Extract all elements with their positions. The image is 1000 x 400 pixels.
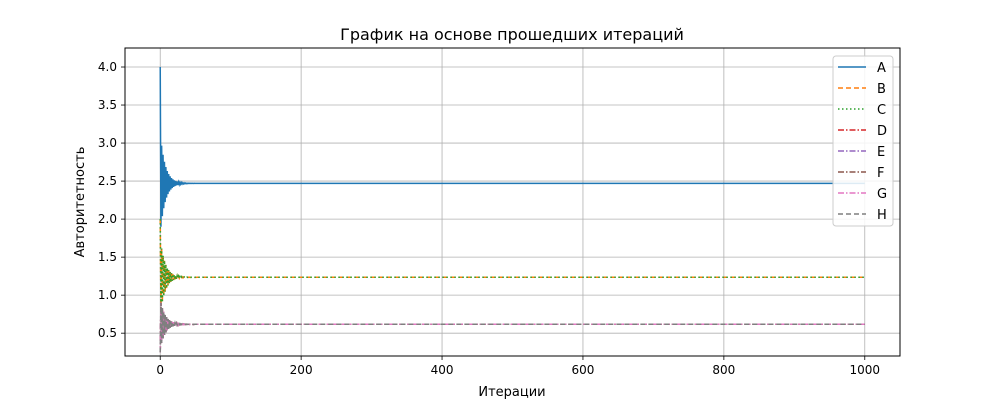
legend-label-h: H [877,208,887,223]
x-tick-label: 600 [572,363,595,377]
x-tick-label: 1000 [849,363,880,377]
series-line-h [159,302,865,353]
y-tick-label: 1.0 [98,288,117,302]
legend-label-d: D [877,124,887,139]
x-tick-label: 400 [431,363,454,377]
x-tick-label: 0 [156,363,164,377]
x-tick-label: 200 [290,363,313,377]
y-tick-label: 4.0 [98,60,117,74]
plot-area-frame [124,47,901,357]
series-line-c [159,219,865,311]
x-tick-label: 800 [712,363,735,377]
y-tick-label: 3.0 [98,136,117,150]
legend-label-b: B [877,82,886,97]
series-layer [159,67,865,353]
y-tick-label: 0.5 [98,326,117,340]
series-line-a [159,67,865,227]
legend-label-f: F [877,166,884,181]
y-axis-label: Авторитетность [73,147,88,258]
x-axis-ticks: 0 200 400 600 800 1000 [156,356,880,377]
y-tick-label: 2.5 [98,174,117,188]
y-tick-label: 2.0 [98,212,117,226]
grid [125,48,900,356]
x-axis-label: Итерации [478,385,545,400]
legend-label-g: G [877,187,887,202]
chart-title: График на основе прошедших итераций [340,25,684,44]
legend-label-e: E [877,145,885,160]
y-tick-label: 3.5 [98,98,117,112]
y-axis-ticks: 0.5 1.0 1.5 2.0 2.5 3.0 3.5 4.0 [98,60,125,340]
legend-box [832,55,894,227]
y-tick-label: 1.5 [98,250,117,264]
legend-label-c: C [877,103,886,118]
legend-label-a: A [877,61,886,76]
